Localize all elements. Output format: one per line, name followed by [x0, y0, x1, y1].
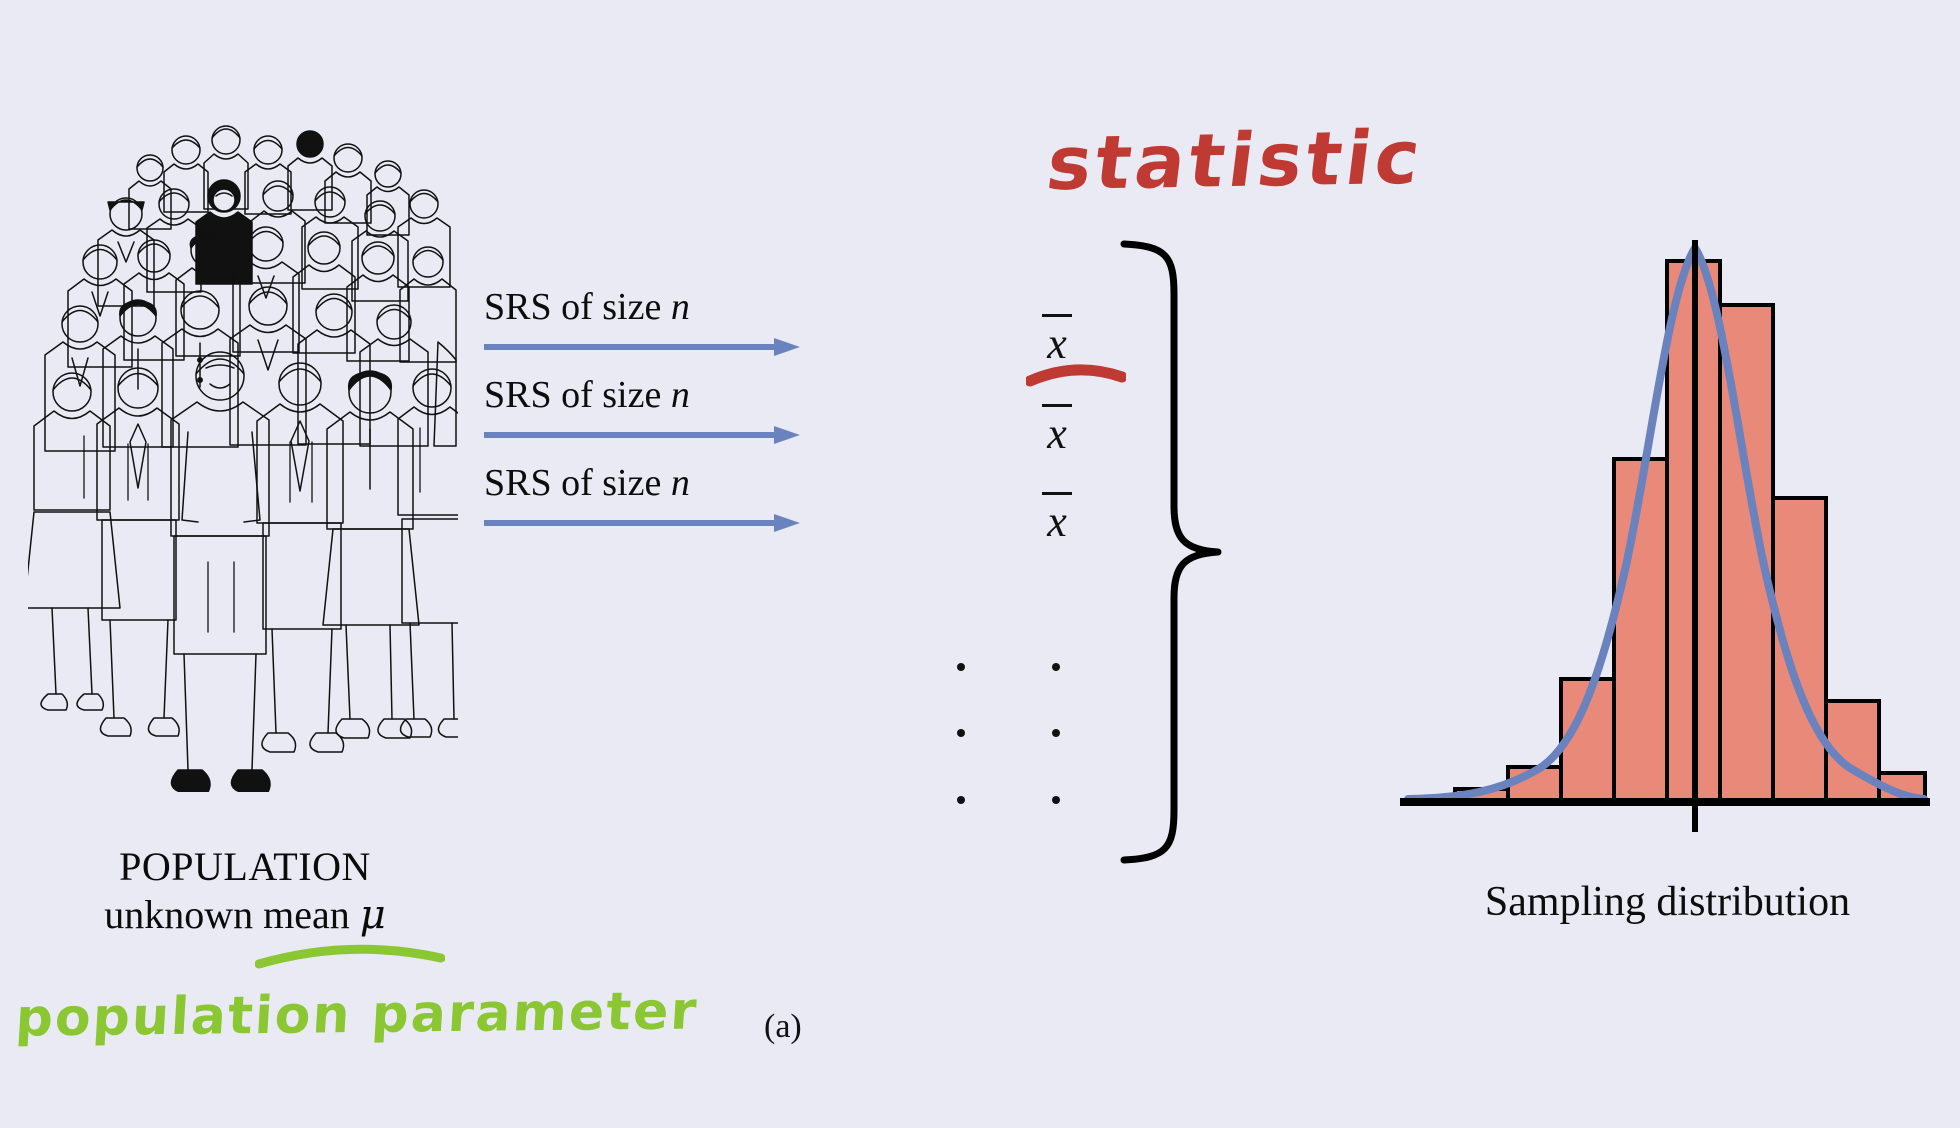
srs-n-symbol-1: n	[670, 286, 690, 328]
xbar-glyph-3: x	[1047, 497, 1067, 546]
population-subtitle-text: unknown mean	[104, 891, 360, 937]
xbar-glyph-2: x	[1047, 409, 1067, 458]
srs-arrow-1	[484, 336, 800, 358]
population-parameter-annotation: population parameter	[13, 981, 700, 1049]
srs-label-3: SRS of size n	[484, 464, 804, 502]
sample-mean-3: x	[1042, 492, 1072, 544]
srs-label-1: SRS of size n	[484, 288, 804, 326]
ellipsis-dot-right-3	[1052, 796, 1060, 804]
srs-n-symbol-3: n	[670, 462, 690, 504]
histogram-bars	[1453, 259, 1927, 802]
ellipsis-dot-left-2	[957, 729, 965, 737]
srs-arrow-3	[484, 512, 800, 534]
srs-label-text-3: SRS of size	[484, 462, 671, 504]
statistic-red-underline-mark	[1024, 363, 1128, 389]
srs-label-text-1: SRS of size	[484, 286, 671, 328]
ellipsis-dot-left-1	[957, 663, 965, 671]
xbar-overline-1	[1042, 314, 1072, 317]
srs-label-2: SRS of size n	[484, 376, 804, 414]
sampling-distribution-chart	[1400, 240, 1930, 850]
srs-row-1: SRS of size n	[484, 288, 804, 356]
srs-row-2: SRS of size n	[484, 376, 804, 444]
xbar-overline-3	[1042, 492, 1072, 495]
statistic-annotation: statistic	[1042, 114, 1429, 208]
population-caption: POPULATION unknown mean μ	[20, 844, 470, 938]
ellipsis-dot-left-3	[957, 796, 965, 804]
ellipsis-dot-right-1	[1052, 663, 1060, 671]
srs-row-3: SRS of size n	[484, 464, 804, 532]
srs-n-symbol-2: n	[670, 374, 690, 416]
mu-symbol: μ	[359, 891, 386, 938]
sample-mean-1: x	[1042, 314, 1072, 366]
xbar-glyph-1: x	[1047, 319, 1067, 368]
green-underline-mark	[254, 940, 446, 974]
ellipsis-dot-right-2	[1052, 729, 1060, 737]
srs-label-text-2: SRS of size	[484, 374, 671, 416]
statistic-brace	[1118, 238, 1248, 866]
figure-label: (a)	[764, 1008, 802, 1045]
population-subtitle: unknown mean μ	[20, 892, 470, 938]
sampling-distribution-label: Sampling distribution	[1484, 879, 1851, 925]
population-title: POPULATION	[119, 844, 371, 889]
xbar-overline-2	[1042, 404, 1072, 407]
crowd-illustration	[28, 92, 458, 792]
srs-arrow-2	[484, 424, 800, 446]
sample-mean-2: x	[1042, 404, 1072, 456]
